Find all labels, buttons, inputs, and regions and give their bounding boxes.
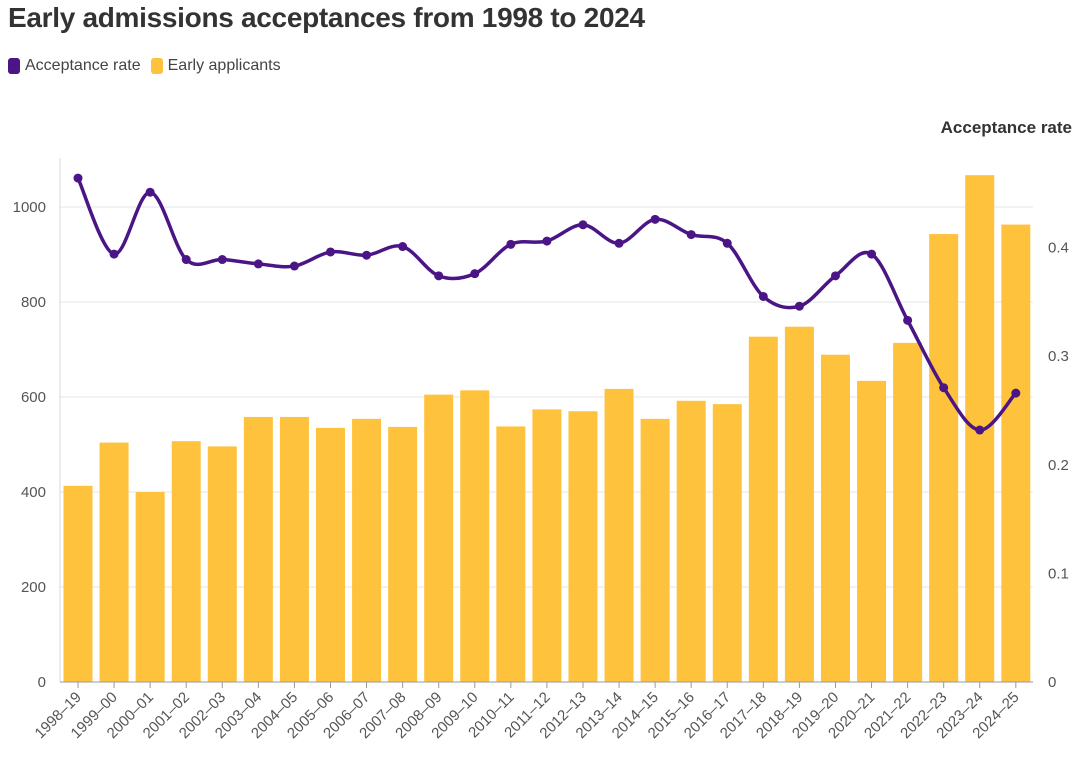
right-axis-title: Acceptance rate <box>940 118 1072 137</box>
bar <box>352 418 382 682</box>
line-point <box>398 242 408 252</box>
bar <box>1001 224 1031 682</box>
bar <box>135 492 165 682</box>
line-point <box>253 259 263 269</box>
line-point <box>722 238 732 248</box>
line-point <box>1011 388 1021 398</box>
line-point <box>578 220 588 230</box>
left-tick-label: 0 <box>38 674 46 691</box>
right-tick-label: 0.4 <box>1048 240 1069 257</box>
left-tick-label: 200 <box>21 579 46 596</box>
line-point <box>289 261 299 271</box>
right-tick-label: 0.2 <box>1048 457 1069 474</box>
bar-series-early-applicants <box>63 175 1031 683</box>
line-point <box>73 173 83 183</box>
line-point <box>325 247 335 257</box>
bar <box>784 326 814 682</box>
bar <box>243 416 273 682</box>
line-point <box>830 271 840 281</box>
bar <box>532 409 562 682</box>
line-point <box>939 383 949 393</box>
line-point <box>758 291 768 301</box>
bar <box>460 390 490 682</box>
chart-title: Early admissions acceptances from 1998 t… <box>8 2 645 33</box>
bar <box>893 342 923 682</box>
bar <box>676 400 706 682</box>
legend-swatch-early-applicants <box>150 58 163 74</box>
bar <box>568 411 598 682</box>
line-point <box>362 250 372 260</box>
left-tick-label: 600 <box>21 389 46 406</box>
line-point <box>614 238 624 248</box>
right-tick-label: 0.3 <box>1048 348 1069 365</box>
bar <box>63 485 93 682</box>
legend-label-acceptance-rate: Acceptance rate <box>25 57 141 74</box>
legend-item-acceptance-rate[interactable]: Acceptance rate <box>8 57 141 75</box>
bar <box>315 427 345 682</box>
bar <box>748 336 778 682</box>
bar <box>820 354 850 682</box>
line-point <box>109 249 119 259</box>
line-point <box>975 425 985 435</box>
legend: Acceptance rate Early applicants <box>8 57 281 75</box>
line-point <box>686 230 696 240</box>
bar <box>929 234 959 682</box>
left-tick-label: 400 <box>21 484 46 501</box>
bar <box>388 426 418 682</box>
legend-label-early-applicants: Early applicants <box>167 57 281 74</box>
line-point <box>217 255 227 265</box>
line-point <box>867 249 877 259</box>
bar <box>424 394 454 682</box>
x-axis-labels: 1998–191999–002000–012001–022002–032003–… <box>32 682 1023 742</box>
line-point <box>470 269 480 279</box>
bar <box>640 418 670 682</box>
bar <box>207 446 237 682</box>
bar <box>99 442 129 682</box>
left-tick-label: 1000 <box>13 199 46 216</box>
line-point <box>650 214 660 224</box>
line-point <box>434 271 444 281</box>
bar <box>857 380 887 682</box>
right-tick-label: 0.1 <box>1048 565 1069 582</box>
left-tick-label: 800 <box>21 294 46 311</box>
bar <box>171 441 201 682</box>
bar <box>712 404 742 682</box>
line-series-acceptance-rate <box>73 173 1021 435</box>
line-point <box>542 236 552 246</box>
bar <box>279 416 309 682</box>
line-point <box>181 255 191 265</box>
line-point <box>794 301 804 311</box>
right-tick-label: 0 <box>1048 674 1056 691</box>
line-point <box>145 187 155 197</box>
bar <box>604 388 634 682</box>
line-point <box>506 239 516 249</box>
legend-swatch-acceptance-rate <box>8 58 20 74</box>
legend-item-early-applicants[interactable]: Early applicants <box>150 57 281 75</box>
bar <box>496 426 526 682</box>
line-point <box>903 315 913 325</box>
